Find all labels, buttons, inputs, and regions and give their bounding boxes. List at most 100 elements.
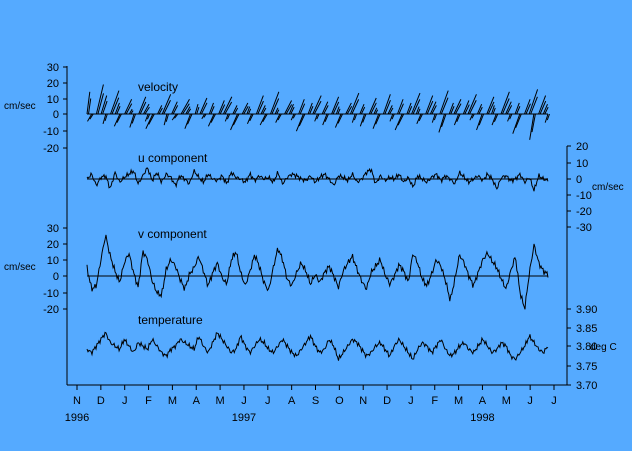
velocity-stick [298, 113, 306, 127]
y-tick-label: 0 [576, 174, 582, 186]
x-tick-label: F [145, 395, 152, 407]
y-tick-label: -20 [43, 143, 59, 155]
velocity-stick [493, 113, 499, 122]
velocity-stick [349, 92, 360, 115]
velocity-stick [290, 113, 295, 121]
velocity-stick [196, 106, 200, 115]
y-tick-label: 30 [47, 62, 59, 74]
velocity-stick [114, 102, 120, 115]
velocity-stick [163, 100, 171, 115]
velocity-stick [184, 113, 191, 129]
y-tick-label: 3.85 [576, 323, 597, 335]
velocity-stick [257, 100, 264, 115]
velocity-stick [97, 93, 104, 115]
velocity-stick [161, 94, 172, 115]
velocity-stick [417, 108, 421, 115]
series-line-u_component [86, 167, 549, 192]
velocity-stick [288, 103, 294, 115]
velocity-stick [351, 113, 356, 123]
panel-title-temperature: temperature [138, 313, 203, 327]
velocity-stick [487, 101, 495, 115]
y-tick-label: 3.70 [576, 380, 597, 392]
velocity-stick [362, 113, 367, 123]
velocity-stick [316, 113, 320, 120]
y-tick-label: 10 [576, 158, 588, 170]
y-tick-label: 10 [47, 255, 59, 267]
velocity-stick [262, 107, 267, 115]
velocity-stick [492, 107, 496, 115]
velocity-stick [368, 97, 377, 115]
velocity-stick [544, 113, 549, 123]
velocity-stick [260, 105, 266, 115]
velocity-stick [157, 105, 163, 115]
velocity-stick [146, 113, 151, 120]
velocity-stick [411, 92, 421, 115]
velocity-stick [246, 113, 253, 125]
velocity-stick [309, 106, 314, 115]
velocity-stick [262, 113, 268, 122]
velocity-stick [200, 102, 208, 115]
velocity-stick [478, 106, 483, 115]
velocity-stick [145, 113, 154, 129]
velocity-stick [292, 113, 296, 119]
velocity-stick [353, 113, 358, 121]
velocity-stick [351, 99, 360, 115]
velocity-stick [334, 113, 342, 128]
velocity-stick [144, 113, 149, 122]
velocity-stick [456, 113, 461, 122]
velocity-stick [453, 99, 462, 115]
velocity-stick [307, 102, 313, 115]
velocity-stick [394, 113, 403, 131]
velocity-stick [88, 98, 92, 115]
y-tick-label: 3.75 [576, 361, 597, 373]
velocity-stick [171, 113, 177, 121]
velocity-stick [180, 98, 190, 115]
velocity-stick [277, 113, 282, 121]
velocity-stick [441, 113, 447, 128]
velocity-stick [111, 97, 120, 115]
velocity-stick [187, 113, 193, 125]
velocity-stick [389, 107, 394, 115]
velocity-stick [125, 103, 133, 115]
velocity-stick [387, 105, 393, 115]
velocity-stick [507, 113, 511, 122]
velocity-stick [544, 106, 549, 115]
velocity-stick [375, 113, 381, 125]
velocity-stick [454, 103, 462, 115]
velocity-stick [471, 113, 475, 119]
velocity-stick [116, 106, 121, 115]
x-tick-label: A [479, 395, 487, 407]
velocity-stick [515, 113, 522, 128]
velocity-stick [429, 101, 437, 115]
velocity-stick [397, 113, 405, 126]
velocity-stick [439, 90, 449, 115]
velocity-stick [524, 99, 531, 115]
velocity-stick [116, 113, 122, 123]
velocity-stick [514, 102, 520, 115]
velocity-stick [89, 113, 94, 120]
velocity-stick [129, 113, 135, 128]
y-tick-label: 3.90 [576, 304, 597, 316]
velocity-stick [247, 108, 252, 115]
velocity-stick [337, 113, 343, 124]
velocity-stick [506, 105, 513, 115]
velocity-stick [207, 113, 215, 127]
velocity-stick [431, 113, 436, 123]
panel-title-velocity: velocity [138, 80, 178, 94]
velocity-stick [500, 91, 510, 115]
velocity-stick [299, 103, 306, 115]
velocity-stick [525, 103, 531, 115]
velocity-stick [139, 101, 147, 115]
velocity-stick [218, 100, 225, 115]
velocity-stick [516, 106, 521, 115]
velocity-stick [431, 105, 437, 115]
velocity-stick [323, 105, 329, 115]
y-tick-label: 10 [47, 94, 59, 106]
velocity-stick [528, 89, 539, 115]
velocity-stick [438, 113, 445, 133]
series-line-temperature [86, 331, 549, 361]
velocity-stick [382, 94, 391, 115]
velocity-stick [433, 113, 438, 121]
velocity-stick [186, 108, 192, 115]
